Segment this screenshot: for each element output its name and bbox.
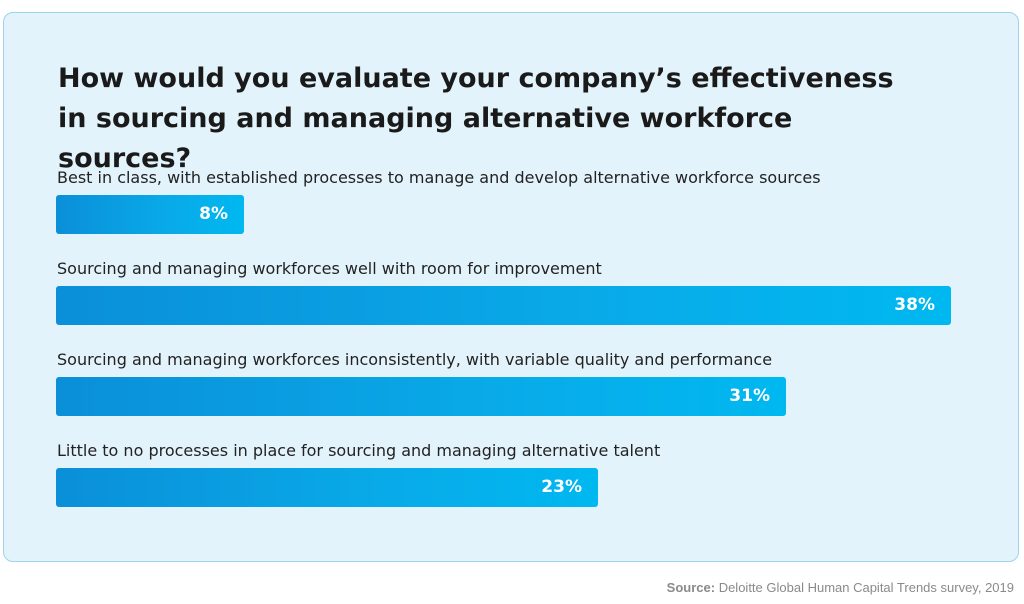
bar-value-label: 38% xyxy=(894,295,935,315)
bar: 38% xyxy=(56,286,951,325)
bar-value-label: 23% xyxy=(541,477,582,497)
bar: 23% xyxy=(56,468,598,507)
category-label: Best in class, with established processe… xyxy=(57,168,821,187)
bar-value-label: 8% xyxy=(199,204,228,224)
chart-title: How would you evaluate your company’s ef… xyxy=(58,63,894,174)
bar: 8% xyxy=(56,195,244,234)
source-label: Source: xyxy=(666,580,716,595)
bar: 31% xyxy=(56,377,786,416)
bar-value-label: 31% xyxy=(729,386,770,406)
source-note: Source: Deloitte Global Human Capital Tr… xyxy=(667,580,1014,595)
category-label: Sourcing and managing workforces well wi… xyxy=(57,259,602,278)
category-label: Sourcing and managing workforces inconsi… xyxy=(57,350,773,369)
category-label: Little to no processes in place for sour… xyxy=(57,441,661,460)
source-text: Deloitte Global Human Capital Trends sur… xyxy=(715,580,1014,595)
